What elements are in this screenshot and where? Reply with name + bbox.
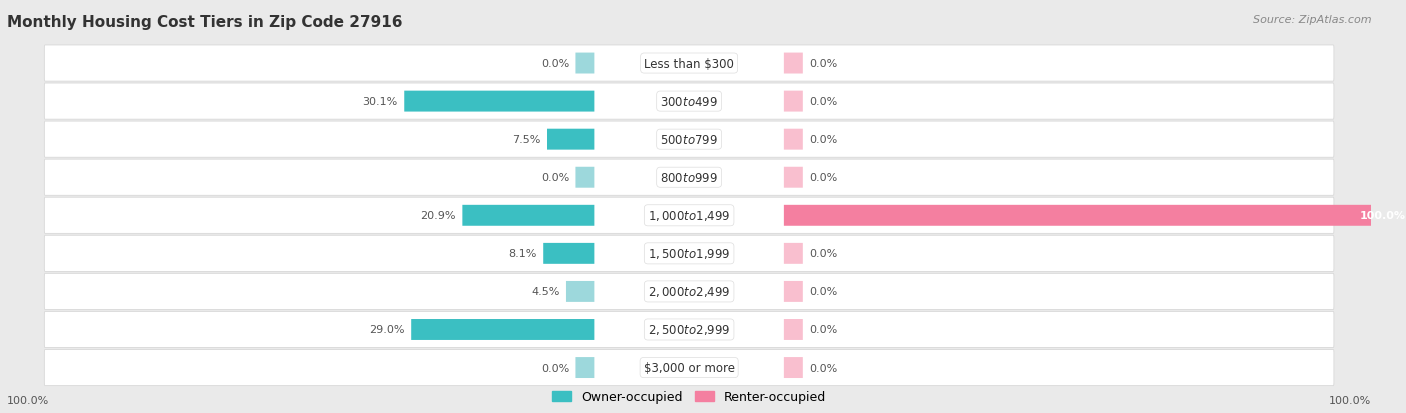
- Text: 30.1%: 30.1%: [363, 97, 398, 107]
- Text: $300 to $499: $300 to $499: [661, 95, 718, 108]
- Text: 100.0%: 100.0%: [7, 395, 49, 405]
- Text: $1,000 to $1,499: $1,000 to $1,499: [648, 209, 730, 223]
- Text: 0.0%: 0.0%: [808, 363, 838, 373]
- FancyBboxPatch shape: [567, 281, 595, 302]
- Text: 100.0%: 100.0%: [1329, 395, 1371, 405]
- Text: $1,500 to $1,999: $1,500 to $1,999: [648, 247, 730, 261]
- FancyBboxPatch shape: [785, 129, 803, 150]
- Legend: Owner-occupied, Renter-occupied: Owner-occupied, Renter-occupied: [553, 390, 825, 404]
- Text: 8.1%: 8.1%: [509, 249, 537, 259]
- FancyBboxPatch shape: [785, 205, 1406, 226]
- Text: 0.0%: 0.0%: [541, 173, 569, 183]
- FancyBboxPatch shape: [45, 84, 1334, 120]
- Text: 4.5%: 4.5%: [531, 287, 560, 297]
- FancyBboxPatch shape: [547, 129, 595, 150]
- FancyBboxPatch shape: [785, 91, 803, 112]
- Text: 0.0%: 0.0%: [808, 97, 838, 107]
- Text: 0.0%: 0.0%: [541, 59, 569, 69]
- Text: 0.0%: 0.0%: [808, 249, 838, 259]
- FancyBboxPatch shape: [785, 243, 803, 264]
- FancyBboxPatch shape: [45, 160, 1334, 196]
- FancyBboxPatch shape: [45, 350, 1334, 386]
- Text: 7.5%: 7.5%: [512, 135, 541, 145]
- FancyBboxPatch shape: [785, 167, 803, 188]
- FancyBboxPatch shape: [463, 205, 595, 226]
- Text: 100.0%: 100.0%: [1360, 211, 1406, 221]
- Text: $3,000 or more: $3,000 or more: [644, 361, 734, 374]
- FancyBboxPatch shape: [785, 357, 803, 378]
- FancyBboxPatch shape: [785, 281, 803, 302]
- FancyBboxPatch shape: [45, 46, 1334, 82]
- Text: Monthly Housing Cost Tiers in Zip Code 27916: Monthly Housing Cost Tiers in Zip Code 2…: [7, 14, 402, 29]
- FancyBboxPatch shape: [575, 167, 595, 188]
- FancyBboxPatch shape: [575, 53, 595, 74]
- Text: 0.0%: 0.0%: [808, 135, 838, 145]
- FancyBboxPatch shape: [45, 236, 1334, 272]
- FancyBboxPatch shape: [45, 198, 1334, 234]
- FancyBboxPatch shape: [411, 319, 595, 340]
- FancyBboxPatch shape: [405, 91, 595, 112]
- Text: $500 to $799: $500 to $799: [661, 133, 718, 146]
- FancyBboxPatch shape: [785, 53, 803, 74]
- Text: $2,500 to $2,999: $2,500 to $2,999: [648, 323, 730, 337]
- FancyBboxPatch shape: [45, 312, 1334, 348]
- Text: 0.0%: 0.0%: [541, 363, 569, 373]
- Text: $2,000 to $2,499: $2,000 to $2,499: [648, 285, 730, 299]
- Text: Less than $300: Less than $300: [644, 57, 734, 70]
- Text: 20.9%: 20.9%: [420, 211, 456, 221]
- Text: 29.0%: 29.0%: [370, 325, 405, 335]
- FancyBboxPatch shape: [575, 357, 595, 378]
- Text: 0.0%: 0.0%: [808, 173, 838, 183]
- Text: Source: ZipAtlas.com: Source: ZipAtlas.com: [1253, 14, 1371, 24]
- Text: $800 to $999: $800 to $999: [661, 171, 718, 184]
- FancyBboxPatch shape: [45, 122, 1334, 158]
- FancyBboxPatch shape: [45, 274, 1334, 310]
- FancyBboxPatch shape: [785, 319, 803, 340]
- Text: 0.0%: 0.0%: [808, 325, 838, 335]
- Text: 0.0%: 0.0%: [808, 59, 838, 69]
- FancyBboxPatch shape: [543, 243, 595, 264]
- Text: 0.0%: 0.0%: [808, 287, 838, 297]
